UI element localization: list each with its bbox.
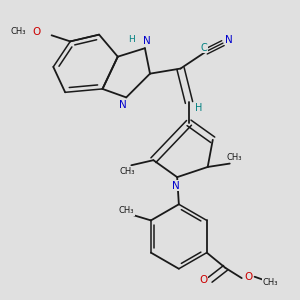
Text: C: C	[201, 43, 208, 52]
Text: CH₃: CH₃	[263, 278, 278, 287]
Text: H: H	[128, 35, 135, 44]
Text: CH₃: CH₃	[226, 153, 242, 162]
Text: N: N	[143, 36, 151, 46]
Text: O: O	[244, 272, 253, 282]
Text: O: O	[32, 27, 41, 37]
Text: CH₃: CH₃	[11, 27, 26, 36]
Text: CH₃: CH₃	[119, 206, 134, 215]
Text: CH₃: CH₃	[119, 167, 135, 176]
Text: N: N	[225, 35, 233, 45]
Text: O: O	[199, 275, 208, 286]
Text: H: H	[195, 103, 202, 112]
Text: N: N	[172, 181, 179, 190]
Text: N: N	[119, 100, 127, 110]
